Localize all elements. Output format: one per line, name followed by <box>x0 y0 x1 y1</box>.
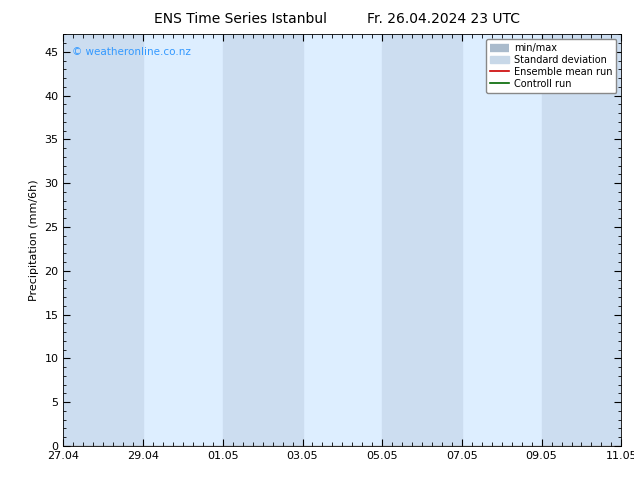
Bar <box>63 34 143 446</box>
Legend: min/max, Standard deviation, Ensemble mean run, Controll run: min/max, Standard deviation, Ensemble me… <box>486 39 616 93</box>
Text: © weatheronline.co.nz: © weatheronline.co.nz <box>72 47 191 57</box>
Text: ENS Time Series Istanbul: ENS Time Series Istanbul <box>155 12 327 26</box>
Text: Fr. 26.04.2024 23 UTC: Fr. 26.04.2024 23 UTC <box>367 12 521 26</box>
Bar <box>223 34 302 446</box>
Y-axis label: Precipitation (mm/6h): Precipitation (mm/6h) <box>29 179 39 301</box>
Bar <box>541 34 621 446</box>
Bar <box>382 34 462 446</box>
